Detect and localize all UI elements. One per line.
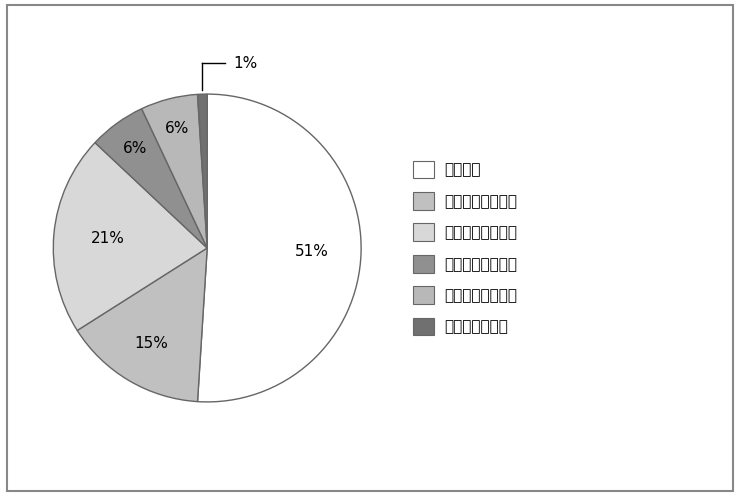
Wedge shape <box>53 143 207 330</box>
Legend: ほぼ毎日, １週間の半分以上, １週間に数日程度, ２週間に数日程度, １か月に数日程度, 外出していない: ほぼ毎日, １週間の半分以上, １週間に数日程度, ２週間に数日程度, １か月に… <box>406 155 524 341</box>
Wedge shape <box>95 109 207 248</box>
Wedge shape <box>141 94 207 248</box>
Wedge shape <box>198 94 207 248</box>
Text: 1%: 1% <box>233 56 258 71</box>
Text: 21%: 21% <box>91 231 124 246</box>
Text: 6%: 6% <box>164 121 189 136</box>
Text: 15%: 15% <box>134 336 168 351</box>
Wedge shape <box>77 248 207 402</box>
Text: 51%: 51% <box>295 244 329 259</box>
Wedge shape <box>198 94 361 402</box>
Text: 6%: 6% <box>123 141 147 156</box>
